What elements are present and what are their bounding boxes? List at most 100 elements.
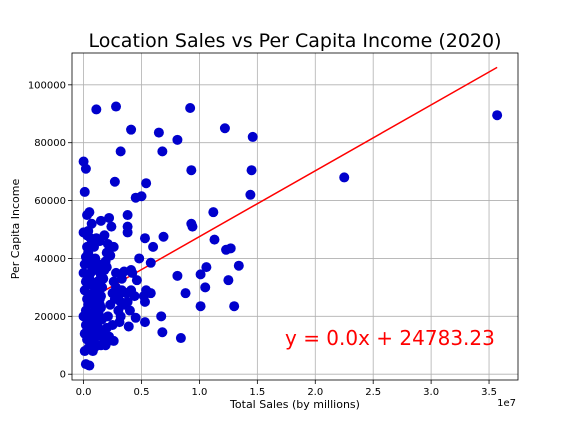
data-point [185, 102, 196, 113]
data-point [102, 311, 113, 322]
x-tick-label: 0.0 [76, 387, 92, 398]
plot-frame [71, 52, 519, 381]
x-tick-label: 1.0 [191, 387, 207, 398]
data-point [247, 131, 258, 142]
data-point [158, 231, 169, 242]
data-point [95, 215, 106, 226]
y-tick-label: 80000 [34, 138, 66, 149]
data-point [139, 233, 150, 244]
data-point [79, 186, 90, 197]
data-point [116, 273, 127, 284]
data-point [156, 311, 167, 322]
data-point [122, 227, 133, 238]
data-point [84, 360, 95, 371]
data-point [139, 296, 150, 307]
y-axis-label: Per Capita Income [9, 179, 22, 280]
data-point [492, 110, 503, 121]
x-tick-label: 1.5 [249, 387, 265, 398]
data-point [246, 165, 257, 176]
data-point [157, 327, 168, 338]
data-point [195, 301, 206, 312]
data-point [105, 250, 116, 261]
data-point [86, 218, 97, 229]
data-point [92, 312, 103, 323]
data-point [101, 262, 112, 273]
data-point [91, 293, 102, 304]
data-point [115, 311, 126, 322]
data-point [148, 241, 159, 252]
data-point [141, 178, 152, 189]
data-point [109, 176, 120, 187]
y-tick-label: 60000 [34, 196, 66, 207]
data-point [195, 269, 206, 280]
data-point [91, 104, 102, 115]
data-point [130, 192, 141, 203]
x-axis-offset-label: 1e7 [497, 398, 516, 409]
data-point [145, 257, 156, 268]
data-point [83, 256, 94, 267]
data-point [126, 124, 137, 135]
data-point [219, 123, 230, 134]
data-point [115, 146, 126, 157]
data-point [129, 291, 140, 302]
data-point [82, 230, 93, 241]
y-tick-label: 20000 [34, 312, 66, 323]
x-tick-label: 2.5 [365, 387, 381, 398]
data-point [87, 346, 98, 357]
data-point [223, 275, 234, 286]
data-point [175, 333, 186, 344]
data-point [104, 212, 115, 223]
data-point [339, 172, 350, 183]
data-point [100, 340, 111, 351]
data-point [95, 270, 106, 281]
data-point [111, 101, 122, 112]
data-point [80, 163, 91, 174]
data-point [122, 210, 133, 221]
x-tick-label: 3.5 [481, 387, 497, 398]
y-tick-label: 100000 [28, 80, 66, 91]
data-point [116, 285, 127, 296]
data-point [172, 134, 183, 145]
data-point [209, 234, 220, 245]
data-point [108, 241, 119, 252]
regression-equation-annotation: y = 0.0x + 24783.23 [285, 326, 495, 350]
data-point [91, 233, 102, 244]
data-point [229, 301, 240, 312]
data-point [95, 302, 106, 313]
data-point [201, 262, 212, 273]
data-point [233, 260, 244, 271]
data-point [172, 270, 183, 281]
y-tick-label: 40000 [34, 254, 66, 265]
data-point [98, 325, 109, 336]
data-point [108, 335, 119, 346]
chart-title: Location Sales vs Per Capita Income (202… [88, 30, 501, 52]
point-layer [78, 101, 503, 371]
data-point [153, 127, 164, 138]
data-point [139, 317, 150, 328]
x-tick-label: 3.0 [423, 387, 439, 398]
x-tick-label: 2.0 [307, 387, 323, 398]
x-tick-label: 0.5 [134, 387, 150, 398]
data-point [90, 322, 101, 333]
data-point [106, 221, 117, 232]
data-point [93, 259, 104, 270]
data-point [82, 325, 93, 336]
data-point [186, 165, 197, 176]
data-point [157, 146, 168, 157]
data-point [131, 275, 142, 286]
data-point [245, 189, 256, 200]
data-point [208, 207, 219, 218]
data-point [130, 312, 141, 323]
data-point [180, 288, 191, 299]
x-axis-label: Total Sales (by millions) [229, 398, 360, 411]
data-point [85, 337, 96, 348]
data-point [84, 207, 95, 218]
data-point [123, 321, 134, 332]
ticks: 0.0 0.5 1.0 1.5 2.0 2.5 3.0 3.5 0 20000 40000 60000… [28, 80, 497, 398]
data-point [89, 279, 100, 290]
data-point [200, 282, 211, 293]
data-point [134, 253, 145, 264]
data-point [105, 299, 116, 310]
data-point [83, 299, 94, 310]
